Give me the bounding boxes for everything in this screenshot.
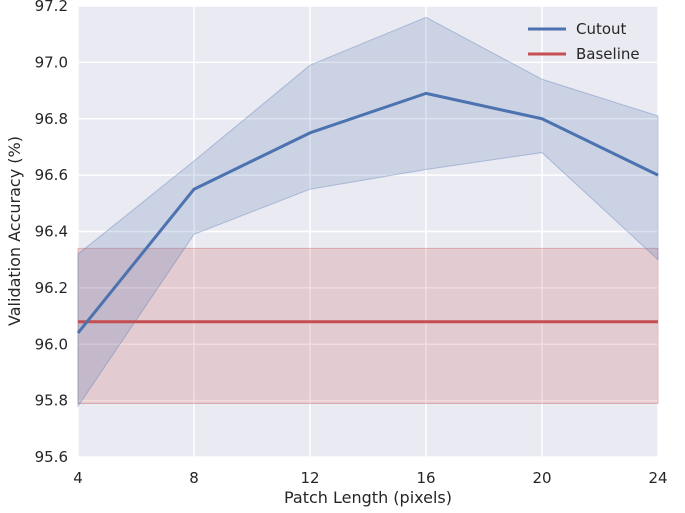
legend-label-cutout: Cutout (576, 20, 627, 38)
y-tick-label-3: 96.2 (35, 279, 68, 297)
y-tick-label-1: 95.8 (35, 392, 68, 410)
y-tick-label-6: 96.8 (35, 110, 68, 128)
y-tick-labels: 95.6 95.8 96.0 96.2 96.4 96.6 96.8 97.0 97.2 (35, 0, 68, 466)
x-tick-label-3: 16 (416, 469, 435, 487)
line-cutout (76, 91, 659, 334)
y-tick-label-2: 96.0 (35, 335, 68, 353)
legend: Cutout Baseline (528, 20, 640, 63)
x-tick-label-4: 20 (532, 469, 551, 487)
series-lines (76, 91, 659, 334)
y-tick-label-5: 96.6 (35, 166, 68, 184)
x-tick-label-0: 4 (73, 469, 83, 487)
x-tick-label-2: 12 (300, 469, 319, 487)
y-axis-label: Validation Accuracy (%) (5, 136, 24, 326)
y-tick-label-4: 96.4 (35, 223, 68, 241)
y-tick-label-0: 95.6 (35, 448, 68, 466)
x-axis-label: Patch Length (pixels) (284, 488, 452, 507)
x-tick-label-1: 8 (189, 469, 199, 487)
grid (77, 5, 659, 458)
confidence-bands (77, 16, 659, 408)
x-tick-labels: 4 8 12 16 20 24 (73, 469, 667, 487)
y-tick-label-8: 97.2 (35, 0, 68, 15)
band-baseline (77, 247, 659, 404)
x-tick-label-5: 24 (648, 469, 667, 487)
y-tick-label-7: 97.0 (35, 53, 68, 71)
band-cutout (77, 16, 659, 408)
legend-label-baseline: Baseline (576, 45, 640, 63)
